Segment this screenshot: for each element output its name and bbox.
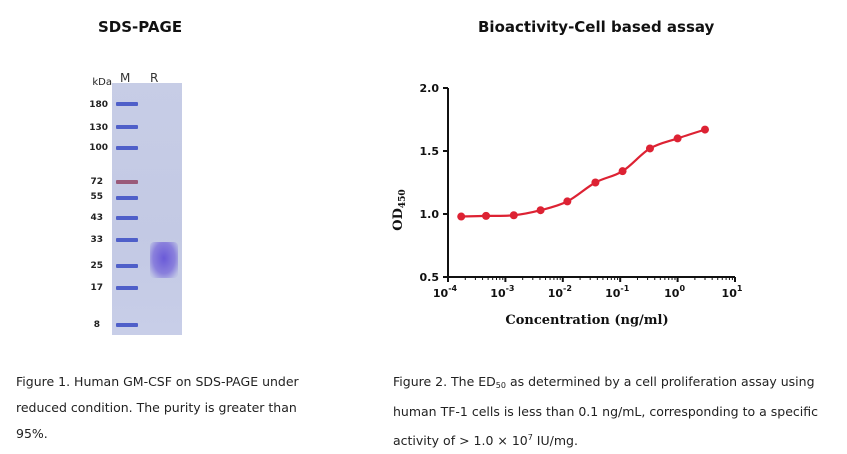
x-tick-base: 10 — [490, 287, 506, 300]
ladder-band-43 — [116, 216, 138, 220]
marker-label-33: 33 — [90, 235, 103, 245]
x-tick-label: 10-2 — [548, 284, 572, 300]
caption2-sub: 50 — [495, 381, 506, 390]
ladder-band-72 — [116, 180, 138, 184]
ladder-band-33 — [116, 238, 138, 242]
data-point — [591, 178, 600, 187]
caption2-part3: IU/mg. — [532, 433, 578, 448]
x-tick-exponent: 0 — [679, 284, 685, 293]
x-tick-label: 10-1 — [605, 284, 630, 300]
axes — [443, 87, 736, 282]
x-tick-base: 10 — [722, 287, 738, 300]
gel-image — [112, 83, 182, 335]
x-tick-exponent: -4 — [448, 284, 457, 293]
y-axis-title: OD450 — [391, 189, 408, 230]
x-tick-exponent: -3 — [506, 284, 515, 293]
x-tick-base: 10 — [433, 287, 449, 300]
sds-page-title: SDS-PAGE — [98, 18, 183, 36]
y-tick-label: 0.5 — [420, 271, 440, 284]
bioactivity-chart: 0.51.01.52.010-4 10-3 10-2 10-1 100 101 Conce… — [391, 82, 743, 328]
data-point — [673, 134, 682, 143]
x-tick-label: 10-4 — [433, 284, 458, 300]
y-tick-label: 2.0 — [420, 82, 440, 95]
data-point — [457, 212, 466, 221]
caption2-sup: 7 — [527, 433, 533, 442]
x-tick-base: 10 — [664, 287, 680, 300]
marker-label-100: 100 — [89, 143, 108, 153]
lane-label-marker: M — [120, 71, 131, 85]
ladder-band-17 — [116, 286, 138, 290]
x-tick-label: 10-3 — [490, 284, 514, 300]
ladder-band-25 — [116, 264, 138, 268]
tick-labels: 0.51.01.52.010-4 10-3 10-2 10-1 100 101 — [420, 82, 743, 300]
x-tick-exponent: -2 — [563, 284, 572, 293]
ladder-band-130 — [116, 125, 138, 129]
bioactivity-title: Bioactivity-Cell based assay — [478, 18, 715, 36]
figure-1-caption: Figure 1. Human GM-CSF on SDS-PAGE under… — [16, 374, 299, 441]
caption2-part2: as determined by a cell proliferation as… — [393, 374, 818, 448]
marker-label-25: 25 — [90, 261, 103, 271]
y-axis-title-sub: 450 — [398, 189, 408, 208]
y-tick-label: 1.0 — [420, 208, 440, 221]
marker-label-130: 130 — [89, 123, 108, 133]
marker-label-72: 72 — [90, 177, 103, 187]
data-point — [482, 211, 491, 220]
curve-layer — [461, 128, 706, 218]
series-line — [461, 128, 706, 218]
data-point — [645, 144, 654, 153]
y-tick-label: 1.5 — [420, 145, 440, 158]
marker-label-8: 8 — [93, 320, 100, 330]
caption2-part1: Figure 2. The ED — [393, 374, 496, 389]
x-axis-title: Concentration (ng/ml) — [505, 313, 668, 328]
marker-label-180: 180 — [89, 100, 108, 110]
x-tick-base: 10 — [548, 287, 564, 300]
x-tick-label: 101 — [722, 284, 743, 300]
ladder-band-180 — [116, 102, 138, 106]
ladder-band-100 — [116, 146, 138, 150]
x-tick-exponent: -1 — [620, 284, 629, 293]
data-point — [618, 167, 627, 176]
data-point — [700, 125, 709, 134]
marker-label-43: 43 — [90, 213, 103, 223]
marker-label-17: 17 — [90, 283, 103, 293]
points-layer — [457, 125, 709, 221]
data-point — [536, 206, 545, 215]
marker-label-55: 55 — [90, 192, 103, 202]
data-point — [509, 211, 518, 220]
ladder-band-8 — [116, 323, 138, 327]
y-axis-title-main: OD — [391, 208, 406, 231]
x-tick-label: 100 — [664, 284, 685, 300]
lane-label-reduced: R — [150, 71, 159, 85]
x-tick-base: 10 — [605, 287, 621, 300]
ladder-band-55 — [116, 196, 138, 200]
data-point — [563, 197, 572, 206]
sample-band-gm-csf — [150, 242, 178, 278]
figure-2-caption: Figure 2. The ED50 as determined by a ce… — [393, 369, 838, 454]
kda-unit-label: kDa — [92, 77, 112, 88]
x-tick-exponent: 1 — [737, 284, 743, 293]
